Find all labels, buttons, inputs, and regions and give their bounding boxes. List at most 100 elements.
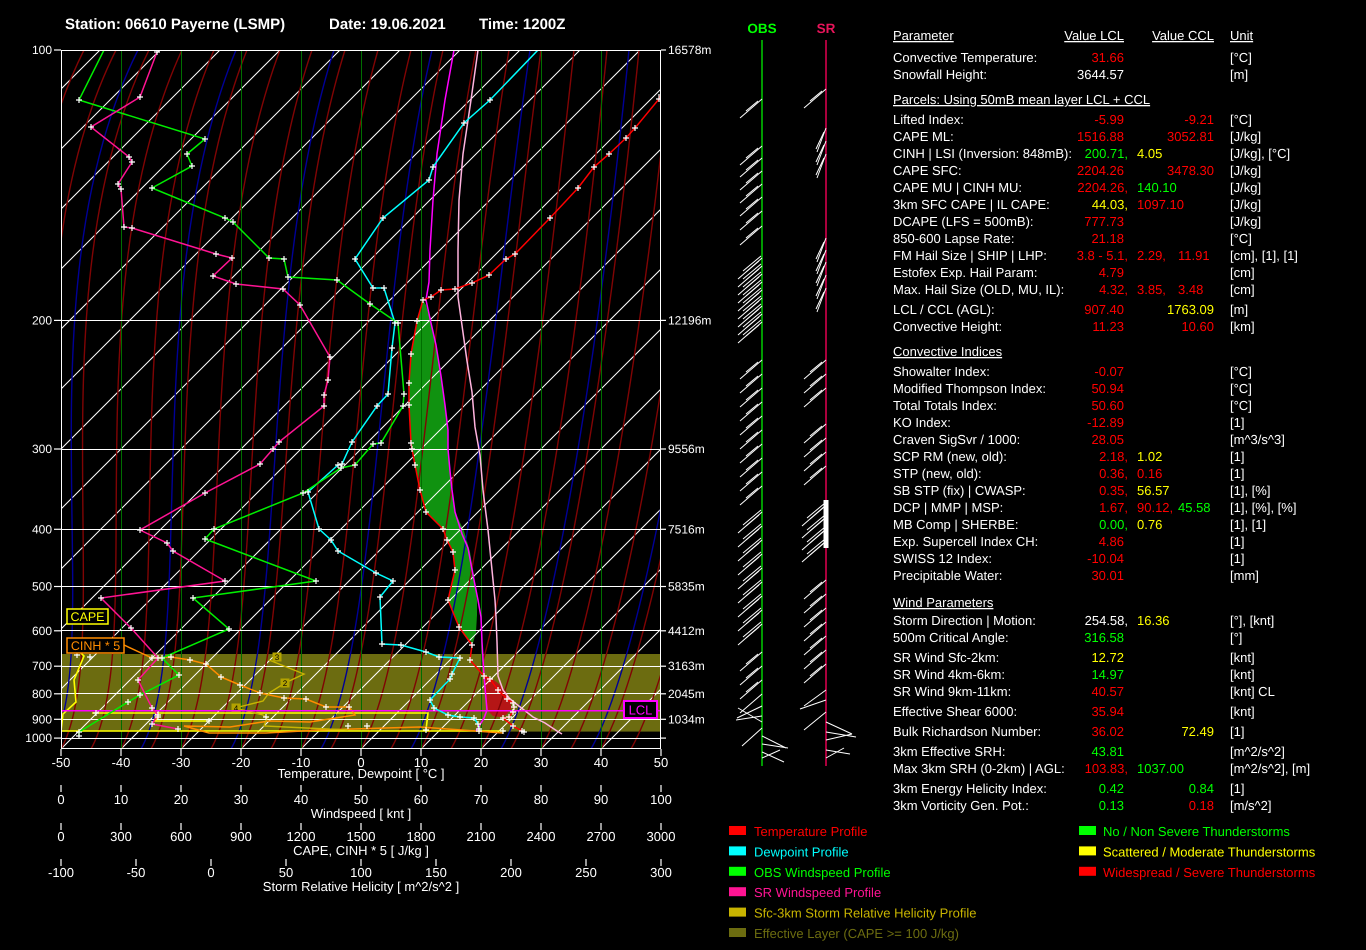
svg-text:-10: -10 [292,755,311,770]
svg-text:10.60: 10.60 [1181,319,1214,334]
svg-text:72.49: 72.49 [1181,724,1214,739]
svg-text:300: 300 [110,829,132,844]
svg-text:4.86: 4.86 [1099,534,1124,549]
svg-text:12.72: 12.72 [1091,650,1124,665]
svg-text:4: 4 [234,704,239,713]
svg-text:STP (new, old):: STP (new, old): [893,466,982,481]
svg-text:[knt]: [knt] [1230,704,1255,719]
svg-text:LCL / CCL (AGL):: LCL / CCL (AGL): [893,302,995,317]
svg-text:0.18: 0.18 [1189,798,1214,813]
svg-text:1800: 1800 [407,829,436,844]
svg-text:CINH * 5: CINH * 5 [71,639,120,653]
svg-text:FM Hail Size | SHIP | LHP:: FM Hail Size | SHIP | LHP: [893,248,1047,263]
svg-text:7516m: 7516m [668,522,705,536]
svg-text:3km Energy Helicity Index:: 3km Energy Helicity Index: [893,781,1047,796]
svg-text:[J/kg]: [J/kg] [1230,197,1261,212]
svg-text:200: 200 [32,313,52,327]
svg-text:3478.30: 3478.30 [1167,163,1214,178]
svg-text:Convective Temperature:: Convective Temperature: [893,50,1037,65]
svg-text:4412m: 4412m [668,624,705,638]
svg-text:100: 100 [32,43,52,57]
svg-text:50: 50 [354,792,368,807]
svg-text:200: 200 [500,865,522,880]
svg-text:[J/kg]: [J/kg] [1230,180,1261,195]
svg-text:700: 700 [32,659,52,673]
svg-text:[knt]: [knt] [1230,650,1255,665]
svg-text:0.16: 0.16 [1137,466,1162,481]
svg-text:Craven SigSvr / 1000:: Craven SigSvr / 1000: [893,432,1020,447]
svg-text:[1]: [1] [1230,534,1244,549]
svg-text:5835m: 5835m [668,580,705,594]
svg-text:11.91: 11.91 [1178,248,1210,263]
svg-text:30: 30 [234,792,248,807]
svg-text:35.94: 35.94 [1091,704,1124,719]
svg-text:CAPE MU | CINH MU:: CAPE MU | CINH MU: [893,180,1022,195]
svg-text:-50: -50 [52,755,71,770]
svg-text:30.01: 30.01 [1091,568,1124,583]
svg-text:56.57: 56.57 [1137,483,1170,498]
svg-text:3km Vorticity Gen. Pot.:: 3km Vorticity Gen. Pot.: [893,798,1029,813]
svg-text:1000: 1000 [25,731,52,745]
svg-text:80: 80 [534,792,548,807]
svg-text:Convective Height:: Convective Height: [893,319,1002,334]
svg-text:-100: -100 [48,865,74,880]
svg-text:Convective Indices: Convective Indices [893,344,1003,359]
svg-text:[cm]: [cm] [1230,265,1255,280]
svg-text:-40: -40 [112,755,131,770]
svg-text:Parameter: Parameter [893,28,954,43]
svg-text:Lifted Index:: Lifted Index: [893,112,964,127]
svg-text:-5.99: -5.99 [1094,112,1124,127]
svg-text:2.29,: 2.29, [1137,248,1166,263]
svg-text:Value LCL: Value LCL [1064,28,1124,43]
svg-text:45.58: 45.58 [1178,500,1211,515]
svg-text:254.58,: 254.58, [1085,613,1128,628]
svg-text:200.71,: 200.71, [1085,146,1128,161]
svg-text:1500: 1500 [347,829,376,844]
svg-text:0.00,: 0.00, [1099,517,1128,532]
svg-text:20: 20 [174,792,188,807]
svg-text:0: 0 [357,755,364,770]
svg-text:30: 30 [534,755,548,770]
svg-text:900: 900 [230,829,252,844]
svg-text:0: 0 [57,829,64,844]
svg-text:1763.09: 1763.09 [1167,302,1214,317]
svg-text:-9.21: -9.21 [1184,112,1214,127]
svg-text:90.12,: 90.12, [1137,500,1173,515]
svg-text:900: 900 [32,712,52,726]
svg-text:1516.88: 1516.88 [1077,129,1124,144]
svg-text:3.8 - 5.1,: 3.8 - 5.1, [1077,248,1128,263]
svg-text:[°C]: [°C] [1230,50,1252,65]
svg-text:Storm Direction | Motion:: Storm Direction | Motion: [893,613,1036,628]
svg-text:50: 50 [654,755,668,770]
svg-text:3163m: 3163m [668,659,705,673]
svg-text:907.40: 907.40 [1084,302,1124,317]
svg-text:2.18,: 2.18, [1099,449,1128,464]
svg-text:150: 150 [425,865,447,880]
svg-text:43.81: 43.81 [1091,744,1124,759]
svg-text:1.67,: 1.67, [1099,500,1128,515]
svg-text:28.05: 28.05 [1091,432,1124,447]
svg-text:[knt]: [knt] [1230,667,1255,682]
svg-text:Sfc-3km Storm Relative Helicit: Sfc-3km Storm Relative Helicity Profile [754,906,977,921]
svg-text:KO Index:: KO Index: [893,415,951,430]
svg-text:Max. Hail Size (OLD, MU, IL):: Max. Hail Size (OLD, MU, IL): [893,282,1064,297]
svg-text:300: 300 [650,865,672,880]
svg-text:Dewpoint Profile: Dewpoint Profile [754,844,849,859]
svg-text:Effective Shear 6000:: Effective Shear 6000: [893,704,1017,719]
svg-text:2100: 2100 [467,829,496,844]
svg-text:[1], [%], [%]: [1], [%], [%] [1230,500,1296,515]
svg-text:[m^2/s^2], [m]: [m^2/s^2], [m] [1230,761,1310,776]
svg-text:1.02: 1.02 [1137,449,1162,464]
svg-text:[1], [%]: [1], [%] [1230,483,1270,498]
svg-text:70: 70 [474,792,488,807]
svg-text:0.76: 0.76 [1137,517,1162,532]
svg-text:[m/s^2]: [m/s^2] [1230,798,1272,813]
svg-text:[1]: [1] [1230,781,1244,796]
svg-text:[1]: [1] [1230,415,1244,430]
svg-text:Scattered / Moderate Thunderst: Scattered / Moderate Thunderstorms [1103,844,1316,859]
svg-text:[m]: [m] [1230,67,1248,82]
svg-text:SR Wind 4km-6km:: SR Wind 4km-6km: [893,667,1005,682]
svg-text:90: 90 [594,792,608,807]
svg-text:3644.57: 3644.57 [1077,67,1124,82]
svg-text:Storm Relative Helicity [ m^2: Storm Relative Helicity [ m^2/s^2 ] [263,879,459,894]
